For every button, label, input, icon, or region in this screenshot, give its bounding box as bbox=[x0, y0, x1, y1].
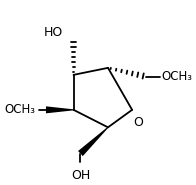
Polygon shape bbox=[46, 106, 74, 113]
Text: HO: HO bbox=[44, 26, 63, 39]
Text: O: O bbox=[133, 116, 143, 129]
Text: OH: OH bbox=[71, 169, 90, 182]
Text: OCH₃: OCH₃ bbox=[5, 103, 36, 116]
Polygon shape bbox=[78, 127, 108, 156]
Text: OCH₃: OCH₃ bbox=[161, 70, 192, 83]
